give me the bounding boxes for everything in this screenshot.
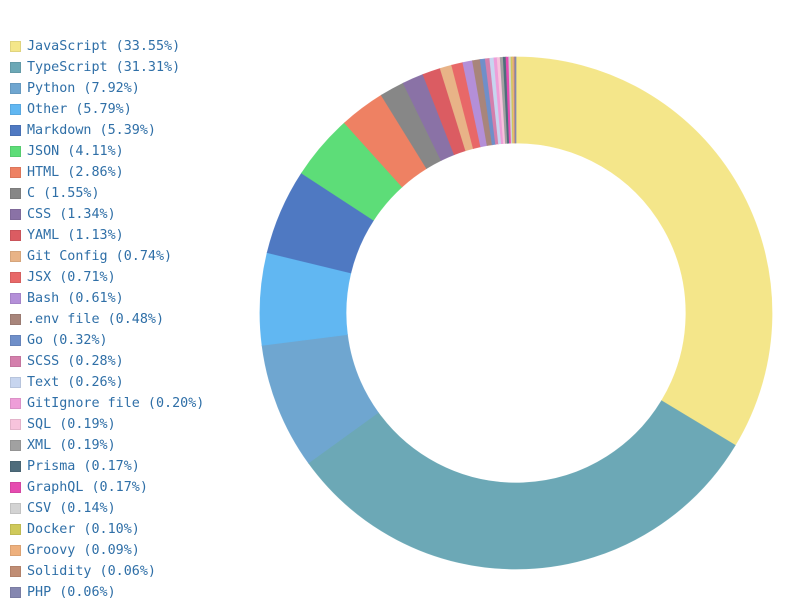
legend-label: Other (5.79%)	[27, 102, 132, 117]
legend-label: SQL (0.19%)	[27, 417, 116, 432]
legend-label: JSX (0.71%)	[27, 270, 116, 285]
donut-slice[interactable]	[307, 400, 736, 570]
legend-label: YAML (1.13%)	[27, 228, 124, 243]
legend-label: Markdown (5.39%)	[27, 123, 156, 138]
legend-item[interactable]: Python (7.92%)	[10, 78, 204, 99]
legend-swatch	[10, 587, 21, 598]
legend-swatch	[10, 293, 21, 304]
legend-item[interactable]: JavaScript (33.55%)	[10, 36, 204, 57]
legend-item[interactable]: Text (0.26%)	[10, 372, 204, 393]
legend-item[interactable]: SCSS (0.28%)	[10, 351, 204, 372]
legend-swatch	[10, 272, 21, 283]
legend-swatch	[10, 209, 21, 220]
legend-swatch	[10, 146, 21, 157]
legend-label: TypeScript (31.31%)	[27, 60, 181, 75]
legend-item[interactable]: TypeScript (31.31%)	[10, 57, 204, 78]
legend-swatch	[10, 356, 21, 367]
legend-swatch	[10, 167, 21, 178]
legend-item[interactable]: Markdown (5.39%)	[10, 120, 204, 141]
legend-item[interactable]: Prisma (0.17%)	[10, 456, 204, 477]
legend-swatch	[10, 524, 21, 535]
legend-label: XML (0.19%)	[27, 438, 116, 453]
legend-item[interactable]: JSON (4.11%)	[10, 141, 204, 162]
legend-label: Text (0.26%)	[27, 375, 124, 390]
legend-swatch	[10, 251, 21, 262]
legend-item[interactable]: CSV (0.14%)	[10, 498, 204, 519]
legend-swatch	[10, 482, 21, 493]
legend-item[interactable]: PHP (0.06%)	[10, 582, 204, 603]
legend-label: HTML (2.86%)	[27, 165, 124, 180]
legend-label: Bash (0.61%)	[27, 291, 124, 306]
legend-item[interactable]: YAML (1.13%)	[10, 225, 204, 246]
legend-swatch	[10, 41, 21, 52]
legend-swatch	[10, 62, 21, 73]
legend-swatch	[10, 398, 21, 409]
legend-item[interactable]: CSS (1.34%)	[10, 204, 204, 225]
legend-item[interactable]: Go (0.32%)	[10, 330, 204, 351]
legend-swatch	[10, 335, 21, 346]
legend-label: Solidity (0.06%)	[27, 564, 156, 579]
legend-label: JSON (4.11%)	[27, 144, 124, 159]
donut-slice[interactable]	[514, 56, 517, 144]
legend-swatch	[10, 83, 21, 94]
legend-swatch	[10, 461, 21, 472]
legend-item[interactable]: Bash (0.61%)	[10, 288, 204, 309]
legend-label: .env file (0.48%)	[27, 312, 165, 327]
legend-item[interactable]: Groovy (0.09%)	[10, 540, 204, 561]
legend-label: SCSS (0.28%)	[27, 354, 124, 369]
legend-swatch	[10, 419, 21, 430]
legend-label: Python (7.92%)	[27, 81, 140, 96]
legend-swatch	[10, 377, 21, 388]
legend-swatch	[10, 125, 21, 136]
legend-item[interactable]: GraphQL (0.17%)	[10, 477, 204, 498]
legend-item[interactable]: GitIgnore file (0.20%)	[10, 393, 204, 414]
legend-item[interactable]: JSX (0.71%)	[10, 267, 204, 288]
donut-slice[interactable]	[515, 56, 773, 446]
legend-item[interactable]: C (1.55%)	[10, 183, 204, 204]
legend-swatch	[10, 230, 21, 241]
chart-legend: JavaScript (33.55%) TypeScript (31.31%) Py…	[10, 36, 204, 603]
legend-label: Docker (0.10%)	[27, 522, 140, 537]
legend-swatch	[10, 566, 21, 577]
legend-item[interactable]: .env file (0.48%)	[10, 309, 204, 330]
legend-item[interactable]: Docker (0.10%)	[10, 519, 204, 540]
legend-label: CSV (0.14%)	[27, 501, 116, 516]
legend-swatch	[10, 503, 21, 514]
legend-swatch	[10, 545, 21, 556]
legend-label: JavaScript (33.55%)	[27, 39, 181, 54]
legend-item[interactable]: SQL (0.19%)	[10, 414, 204, 435]
legend-item[interactable]: HTML (2.86%)	[10, 162, 204, 183]
legend-label: PHP (0.06%)	[27, 585, 116, 600]
legend-swatch	[10, 440, 21, 451]
legend-item[interactable]: Git Config (0.74%)	[10, 246, 204, 267]
legend-swatch	[10, 188, 21, 199]
legend-item[interactable]: Solidity (0.06%)	[10, 561, 204, 582]
legend-swatch	[10, 104, 21, 115]
legend-label: CSS (1.34%)	[27, 207, 116, 222]
legend-label: Prisma (0.17%)	[27, 459, 140, 474]
legend-label: GitIgnore file (0.20%)	[27, 396, 205, 411]
legend-label: Groovy (0.09%)	[27, 543, 140, 558]
legend-item[interactable]: XML (0.19%)	[10, 435, 204, 456]
legend-label: Go (0.32%)	[27, 333, 108, 348]
legend-item[interactable]: Other (5.79%)	[10, 99, 204, 120]
legend-label: C (1.55%)	[27, 186, 100, 201]
legend-label: GraphQL (0.17%)	[27, 480, 148, 495]
legend-label: Git Config (0.74%)	[27, 249, 173, 264]
legend-swatch	[10, 314, 21, 325]
